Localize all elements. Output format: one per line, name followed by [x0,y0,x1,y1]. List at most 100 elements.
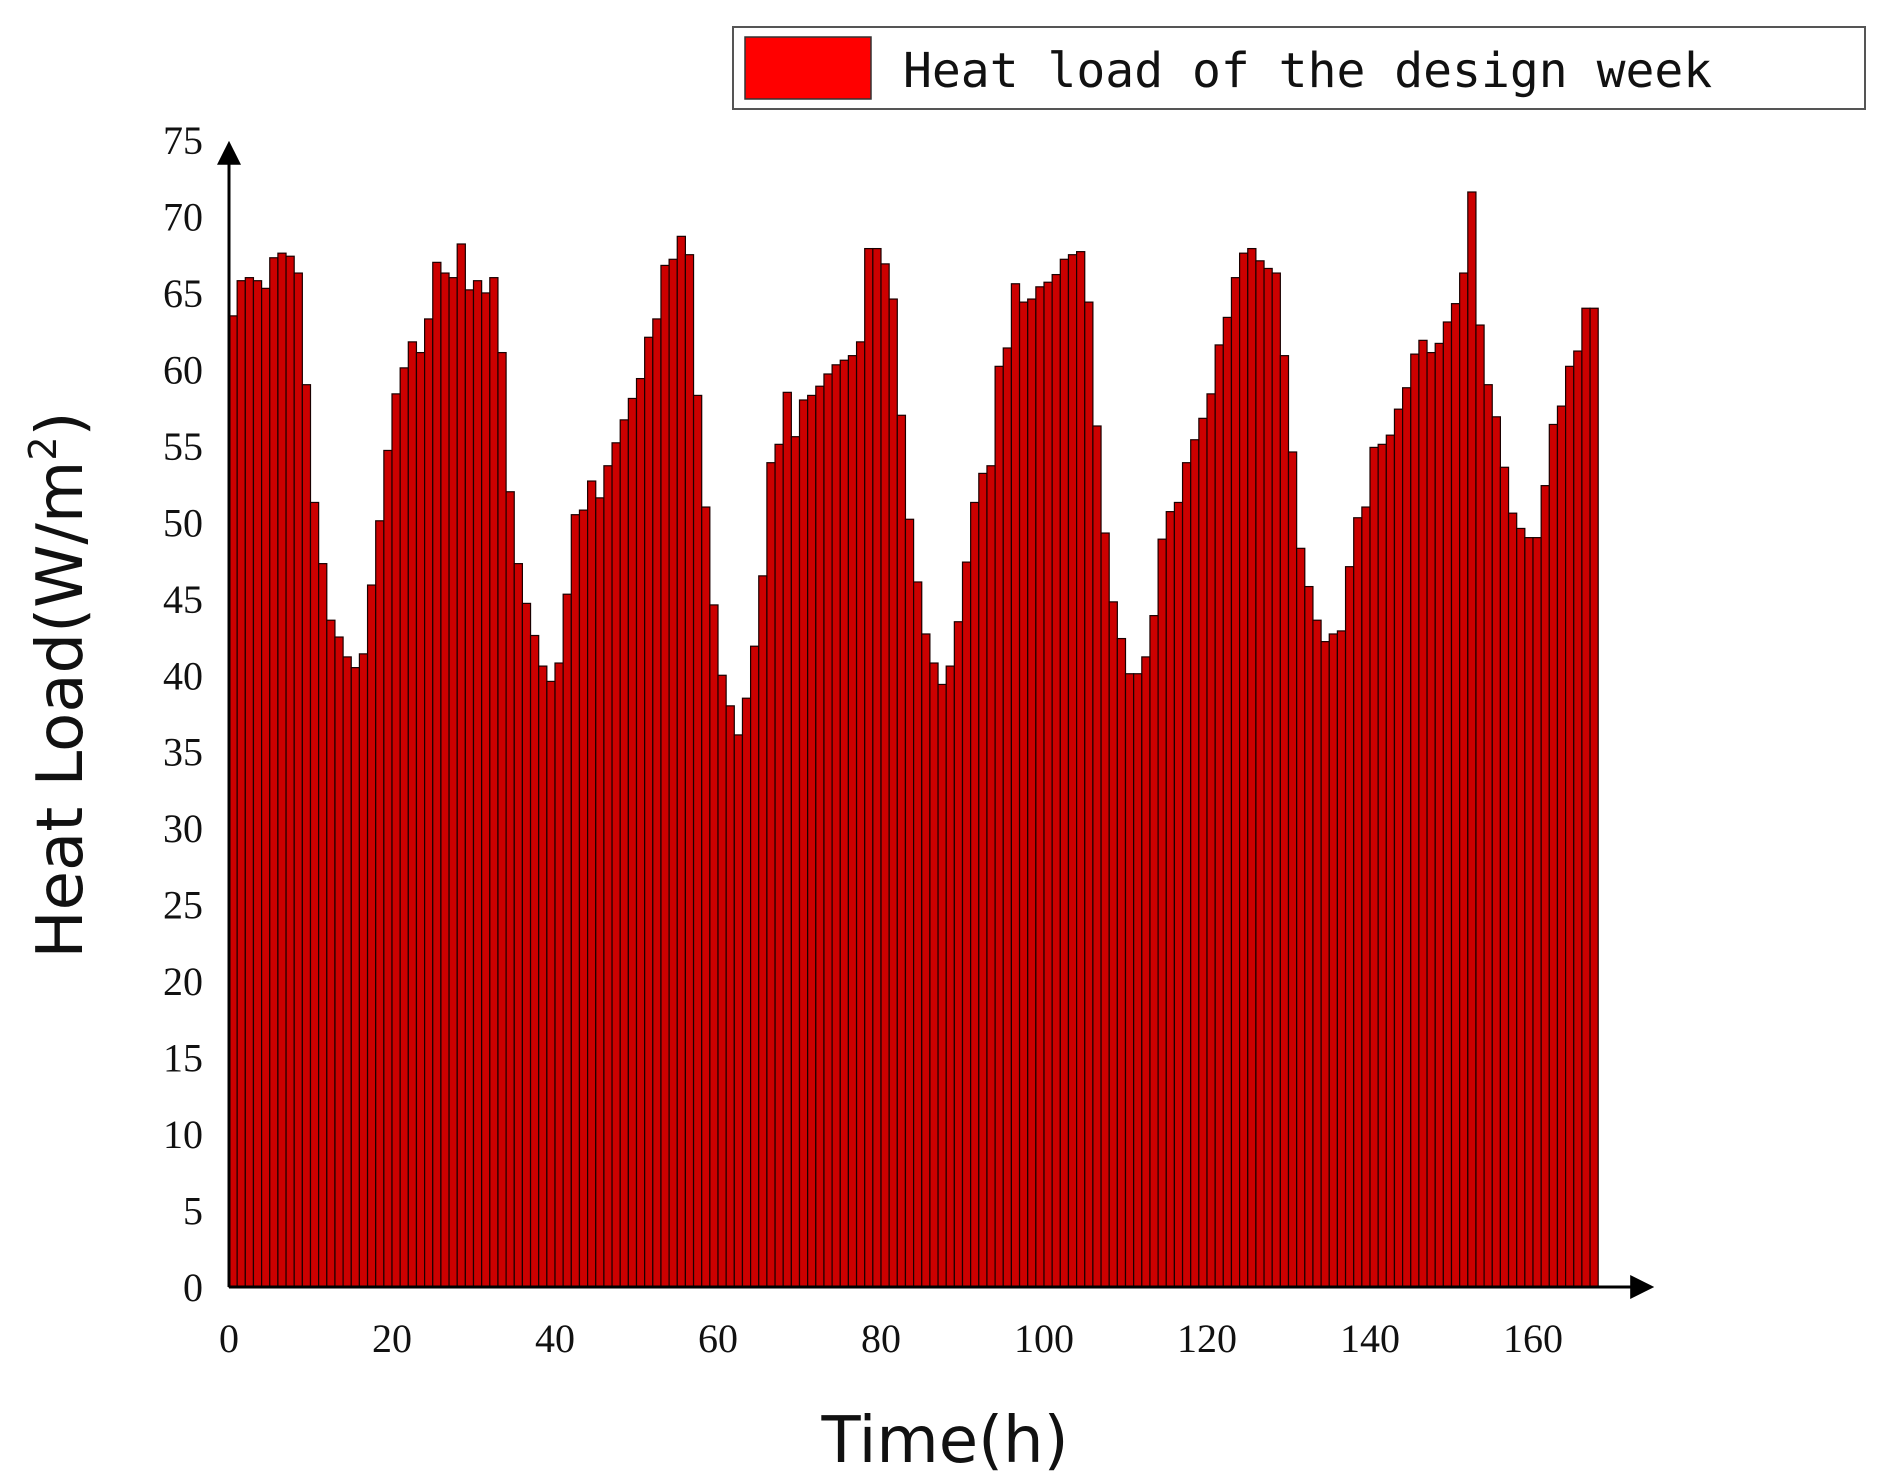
bar [261,287,271,1288]
bar [912,581,923,1288]
bar [1010,283,1021,1288]
bar [334,636,344,1288]
bar [684,254,695,1288]
bar [1198,417,1208,1288]
bar [472,280,483,1288]
bar [1092,425,1102,1288]
bar [904,518,915,1288]
y-tick-label: 5 [183,1189,203,1234]
bar [1459,272,1469,1288]
y-tick-label: 70 [163,195,203,240]
bar [1581,307,1591,1288]
bar [448,277,458,1288]
bar [741,697,752,1288]
bar [366,584,377,1288]
y-tick-label: 15 [163,1036,203,1081]
bar [1173,501,1184,1288]
bar [1296,547,1306,1288]
bar [1524,537,1534,1288]
bar [586,480,597,1288]
bar [1353,517,1363,1288]
bar [432,261,442,1288]
bar [1149,615,1159,1288]
bar [464,289,475,1288]
bar [1328,633,1338,1288]
legend-box [732,26,1866,110]
bar [562,593,572,1288]
bar [774,443,784,1288]
bar [978,472,988,1288]
y-tick-label: 30 [163,806,203,851]
bar [758,575,768,1288]
bar [505,491,515,1288]
y-tick-label: 65 [163,271,203,316]
bar [798,399,809,1288]
bar [1540,485,1550,1288]
bar [513,563,523,1288]
y-tick-labels: 0 5 10 15 20 25 30 35 40 45 50 55 60 65 70 75 [163,118,203,1310]
y-axis-title-main: Heat Load(W/m [24,461,98,959]
bar [644,336,654,1288]
bar [1075,251,1086,1288]
bar [1287,451,1298,1288]
bar [1491,416,1501,1288]
bar [627,397,638,1288]
bar [823,373,833,1288]
bar [570,514,581,1288]
bar [1369,446,1379,1288]
bar [1238,252,1249,1288]
bar [497,351,507,1288]
bar [1279,355,1290,1288]
bar [888,298,898,1288]
bar [424,318,434,1288]
bar [1133,673,1143,1288]
y-tick-label: 60 [163,347,203,392]
bar [603,465,613,1288]
legend-label: Heat load of the design week [903,43,1712,99]
y-tick-label: 10 [163,1112,203,1157]
bar [1393,408,1404,1288]
y-tick-label: 0 [183,1265,203,1310]
bar [1214,344,1224,1288]
bar [1507,512,1518,1288]
bar [1190,439,1200,1288]
bar [676,235,686,1288]
legend: Heat load of the design week [732,26,1866,110]
bar [415,351,426,1288]
bar [1084,301,1094,1288]
bar [595,497,605,1288]
bar [611,442,621,1288]
bar [375,520,385,1288]
bar [1002,347,1012,1288]
y-tick-label: 35 [163,730,203,775]
bar [1336,630,1347,1288]
bar [1410,353,1420,1288]
bar [1027,298,1037,1288]
bar [937,683,947,1288]
y-tick-label: 55 [163,424,203,469]
bar [1165,511,1175,1288]
bar [1589,307,1599,1288]
bar [652,318,662,1288]
bar [1516,527,1526,1288]
bar [538,665,548,1288]
bar [440,272,450,1288]
bar [725,705,735,1288]
bar [1442,321,1453,1288]
bar [236,280,246,1288]
bar [529,634,540,1288]
bar [1255,260,1265,1288]
bar [481,292,491,1288]
bar [896,414,907,1288]
bar [269,257,279,1288]
bar [1385,434,1396,1288]
bar [717,674,727,1288]
x-tick-label: 60 [698,1316,738,1361]
bar [1361,506,1371,1288]
bar [660,264,670,1288]
bar [921,633,931,1288]
bar [252,280,263,1288]
bar [1271,272,1281,1288]
bar [782,391,792,1288]
bar [358,653,369,1288]
